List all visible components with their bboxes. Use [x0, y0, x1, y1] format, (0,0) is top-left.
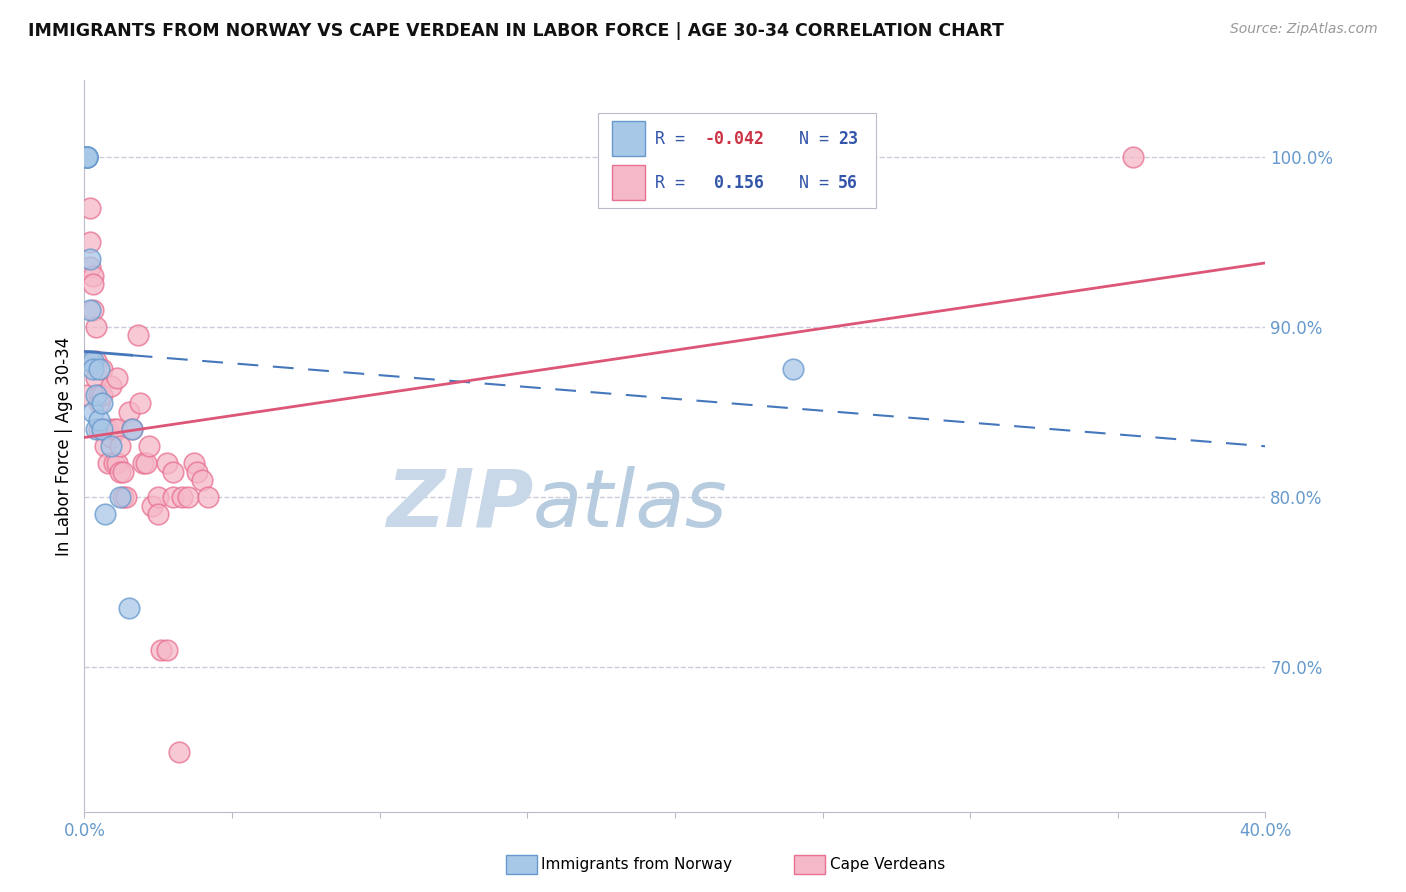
Point: [148, 490, 170, 504]
Text: N =: N =: [779, 174, 839, 192]
Point: [135, 456, 157, 470]
Point: [1122, 150, 1144, 164]
Point: [94, 422, 117, 436]
Point: [76, 150, 98, 164]
Point: [100, 430, 122, 444]
Point: [111, 465, 134, 479]
Point: [100, 439, 122, 453]
Point: [127, 328, 149, 343]
Point: [76, 150, 98, 164]
Point: [91, 396, 114, 410]
Point: [148, 507, 170, 521]
Point: [76, 150, 98, 164]
Point: [105, 371, 128, 385]
Point: [84, 320, 107, 334]
Point: [108, 490, 131, 504]
Point: [105, 422, 128, 436]
Point: [76, 354, 98, 368]
Point: [87, 413, 111, 427]
Point: [79, 201, 101, 215]
Point: [162, 465, 184, 479]
Text: R =: R =: [655, 130, 695, 148]
Point: [121, 422, 143, 436]
Point: [82, 354, 104, 368]
Point: [782, 362, 804, 376]
Point: [82, 405, 104, 419]
Point: [91, 422, 114, 436]
Point: [97, 456, 120, 470]
Point: [82, 277, 104, 292]
Point: [150, 643, 173, 657]
Point: [97, 422, 120, 436]
FancyBboxPatch shape: [598, 113, 876, 209]
Point: [94, 439, 117, 453]
Point: [91, 362, 114, 376]
Point: [79, 252, 101, 266]
Point: [100, 379, 122, 393]
Text: R =: R =: [655, 174, 704, 192]
Point: [84, 388, 107, 402]
Point: [121, 422, 143, 436]
Y-axis label: In Labor Force | Age 30-34: In Labor Force | Age 30-34: [55, 336, 73, 556]
Point: [197, 490, 219, 504]
Point: [108, 465, 131, 479]
Text: 56: 56: [838, 174, 858, 192]
Point: [82, 302, 104, 317]
Point: [79, 235, 101, 249]
Point: [87, 396, 111, 410]
Point: [167, 745, 190, 759]
Text: atlas: atlas: [533, 466, 728, 543]
Text: 0.156: 0.156: [704, 174, 765, 192]
Point: [82, 362, 104, 376]
Point: [87, 422, 111, 436]
Point: [79, 260, 101, 275]
Text: Source: ZipAtlas.com: Source: ZipAtlas.com: [1230, 22, 1378, 37]
Point: [183, 456, 205, 470]
Point: [108, 439, 131, 453]
Point: [191, 473, 214, 487]
Point: [79, 302, 101, 317]
Point: [118, 405, 141, 419]
Point: [118, 600, 141, 615]
Point: [129, 396, 152, 410]
Point: [87, 362, 111, 376]
Point: [84, 354, 107, 368]
Point: [103, 422, 125, 436]
Point: [132, 456, 155, 470]
Point: [186, 465, 208, 479]
Point: [76, 150, 98, 164]
Point: [91, 422, 114, 436]
Point: [79, 354, 101, 368]
Text: Cape Verdeans: Cape Verdeans: [830, 857, 945, 871]
Text: -0.042: -0.042: [704, 130, 765, 148]
Point: [76, 388, 98, 402]
Text: N =: N =: [779, 130, 839, 148]
Point: [111, 490, 134, 504]
FancyBboxPatch shape: [612, 165, 645, 200]
Point: [82, 268, 104, 283]
Point: [114, 490, 136, 504]
Point: [156, 456, 179, 470]
Point: [162, 490, 184, 504]
Point: [141, 499, 163, 513]
Point: [76, 150, 98, 164]
Text: Immigrants from Norway: Immigrants from Norway: [541, 857, 733, 871]
Point: [170, 490, 193, 504]
Text: IMMIGRANTS FROM NORWAY VS CAPE VERDEAN IN LABOR FORCE | AGE 30-34 CORRELATION CH: IMMIGRANTS FROM NORWAY VS CAPE VERDEAN I…: [28, 22, 1004, 40]
Text: ZIP: ZIP: [385, 466, 533, 543]
Point: [105, 456, 128, 470]
Point: [103, 456, 125, 470]
Point: [91, 388, 114, 402]
Point: [87, 388, 111, 402]
Point: [84, 422, 107, 436]
Point: [138, 439, 160, 453]
Point: [94, 507, 117, 521]
FancyBboxPatch shape: [612, 121, 645, 156]
Point: [156, 643, 179, 657]
Text: 23: 23: [838, 130, 858, 148]
Point: [84, 371, 107, 385]
Point: [177, 490, 200, 504]
